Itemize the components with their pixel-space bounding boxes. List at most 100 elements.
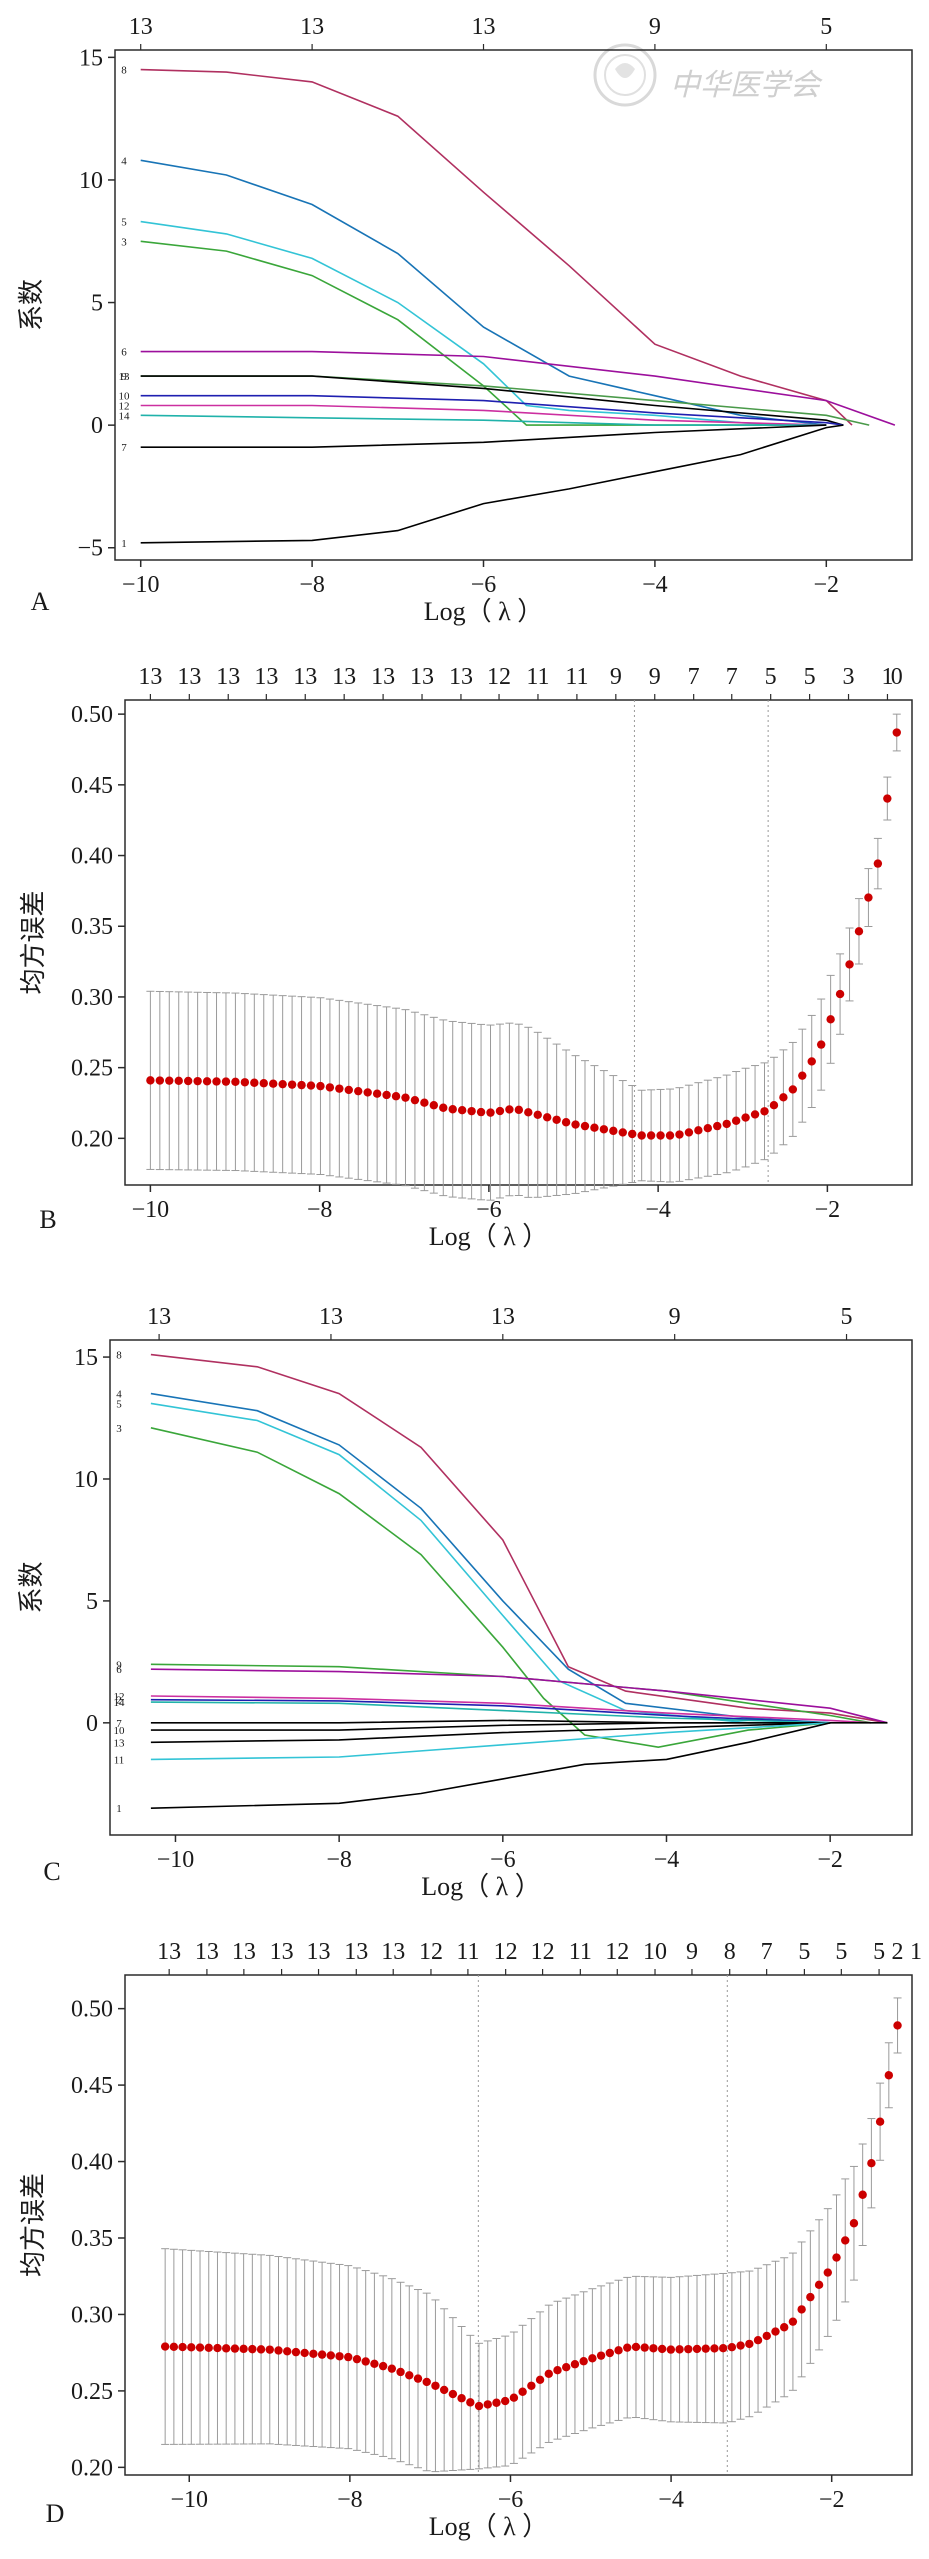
coefficient-path-1 <box>150 1722 888 1809</box>
mse-point <box>372 1089 382 1098</box>
mse-point <box>718 2344 728 2353</box>
x-axis-title: Log（ λ ） <box>429 2512 549 2541</box>
top-axis-label: 13 <box>293 664 317 690</box>
top-axis-label: 13 <box>216 664 240 690</box>
top-axis-label: 13 <box>157 1939 181 1965</box>
mse-point <box>562 2363 571 2372</box>
mse-point <box>335 1084 344 1093</box>
mse-point <box>309 2349 318 2358</box>
variable-label: 14 <box>119 410 131 422</box>
y-tick-label: 0.35 <box>71 2226 113 2252</box>
mse-point <box>823 2268 832 2277</box>
mse-point <box>439 2385 449 2395</box>
x-tick-label: −8 <box>307 1197 333 1223</box>
mse-point <box>155 1076 165 1085</box>
x-tick-label: −2 <box>817 1847 843 1873</box>
mse-point <box>492 2398 501 2407</box>
mse-point <box>429 1101 439 1110</box>
top-axis-label: 13 <box>449 664 473 690</box>
top-axis-label: 13 <box>270 1939 294 1965</box>
chart-panel-b: B −10 −8 −6 −4 −2 0.20 0.25 0.30 0.35 0.40 0.45 0.50… <box>19 664 913 1251</box>
top-axis-label: 9 <box>649 14 661 40</box>
mse-point <box>146 1076 155 1085</box>
mse-point <box>779 1093 788 1102</box>
x-tick-label: −6 <box>490 1847 516 1873</box>
mse-point <box>596 2351 606 2360</box>
mse-point <box>771 2327 780 2336</box>
top-axis-label: 7 <box>761 1939 773 1965</box>
mse-point <box>291 2347 301 2357</box>
top-axis-label: 5 <box>873 1939 885 1965</box>
y-tick-label: 0.40 <box>71 2150 113 2176</box>
mse-point <box>387 2364 397 2373</box>
mse-point <box>684 2344 693 2354</box>
y-axis-title: 系数 <box>17 1561 46 1613</box>
y-tick-label: 0 <box>86 1711 98 1737</box>
y-tick-label: 15 <box>79 45 103 71</box>
coefficient-path-9 <box>150 1663 872 1724</box>
coefficient-path-7 <box>140 424 827 448</box>
mse-point <box>646 1131 656 1140</box>
mse-point <box>259 1079 268 1088</box>
mse-point <box>317 2350 327 2359</box>
watermark-logo <box>593 43 657 107</box>
mse-point <box>710 2344 719 2353</box>
variable-label: 9 <box>121 371 127 383</box>
x-tick-label: −6 <box>498 2487 524 2513</box>
y-tick-label: 0.30 <box>71 985 113 1011</box>
mse-point <box>762 2331 771 2341</box>
mse-point <box>187 2343 196 2352</box>
y-tick-label: 0.20 <box>71 1126 113 1152</box>
mse-point <box>297 1080 306 1090</box>
mse-point <box>326 2351 336 2360</box>
top-axis-label: 12 <box>419 1939 443 1965</box>
variable-label: 1 <box>116 1803 122 1815</box>
mse-point <box>370 2359 379 2369</box>
y-axis-title: 均方误差 <box>19 2173 48 2277</box>
mse-point <box>675 1130 684 1139</box>
variable-label: 4 <box>121 155 127 167</box>
top-axis-label: 11 <box>569 1939 592 1965</box>
mse-point <box>265 2345 274 2354</box>
mse-point <box>178 2342 187 2352</box>
variable-label: 11 <box>114 1754 125 1766</box>
mse-point <box>884 2071 894 2080</box>
mse-point <box>637 1131 646 1140</box>
plot-frame <box>109 1339 913 1836</box>
panel-label: C <box>43 1857 60 1886</box>
mse-point <box>542 1113 552 1122</box>
mse-point <box>204 2343 213 2353</box>
mse-point <box>495 1106 505 1116</box>
x-axis-title: Log（ λ ） <box>421 1872 541 1901</box>
mse-point <box>544 2369 553 2379</box>
mse-point <box>382 1090 391 1100</box>
coefficient-path-11 <box>150 1722 831 1761</box>
y-tick-label: 10 <box>74 1467 98 1493</box>
mse-point <box>413 2374 423 2383</box>
top-axis-label: 13 <box>147 1304 171 1330</box>
mse-point <box>750 1110 760 1119</box>
mse-point <box>788 2317 798 2326</box>
mse-point <box>193 1076 202 1086</box>
mse-point <box>213 2343 222 2353</box>
x-tick-label: −10 <box>122 572 160 598</box>
top-axis-label: 12 <box>494 1939 518 1965</box>
top-axis-label: 11 <box>456 1939 479 1965</box>
mse-point <box>666 2345 676 2354</box>
top-axis-label: 7 <box>726 664 738 690</box>
mse-point <box>849 2219 859 2228</box>
x-tick-label: −2 <box>819 2487 845 2513</box>
y-tick-label: 0.35 <box>71 914 113 940</box>
top-axis-label: 7 <box>688 664 700 690</box>
coefficient-path-8 <box>140 68 853 426</box>
panel-label: A <box>31 587 50 616</box>
mse-point <box>588 2354 597 2363</box>
top-axis-label: 3 <box>843 664 855 690</box>
mse-point <box>361 2357 370 2366</box>
coefficient-path-6 <box>140 350 896 426</box>
top-axis-label: 2 <box>892 1939 904 1965</box>
mse-point <box>832 2253 841 2262</box>
mse-point <box>169 2342 179 2352</box>
mse-point <box>579 2357 588 2366</box>
mse-point <box>807 1057 816 1066</box>
